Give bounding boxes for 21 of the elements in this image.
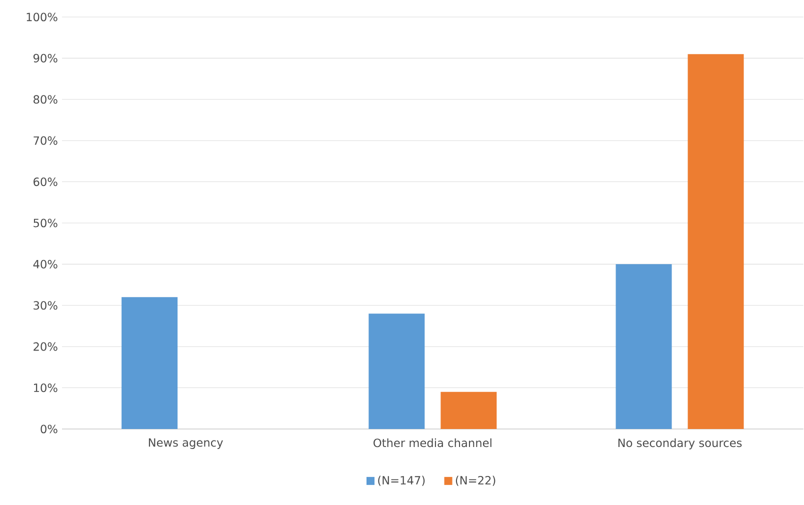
- y-tick-label: 0%: [40, 424, 58, 434]
- y-tick-label: 80%: [34, 95, 58, 104]
- bar: [440, 392, 497, 429]
- x-tick-label: News agency: [148, 438, 223, 449]
- y-tick-label: 100%: [26, 12, 58, 22]
- bar: [616, 264, 672, 429]
- x-tick-label: No secondary sources: [618, 438, 742, 450]
- bar: [368, 314, 425, 429]
- legend-label: (N=22): [456, 476, 496, 486]
- y-tick-label: 20%: [34, 342, 58, 351]
- bar: [688, 54, 744, 429]
- legend-label: (N=147): [378, 476, 425, 486]
- bar: [122, 297, 178, 429]
- y-tick-label: 30%: [34, 301, 58, 310]
- y-tick-label: 50%: [34, 218, 58, 228]
- y-tick-label: 60%: [34, 178, 58, 186]
- y-tick-label: 90%: [33, 54, 58, 62]
- y-tick-label: 10%: [34, 384, 58, 392]
- y-tick-label: 70%: [34, 136, 58, 145]
- y-tick-label: 40%: [33, 260, 58, 268]
- x-tick-label: Other media channel: [374, 438, 492, 448]
